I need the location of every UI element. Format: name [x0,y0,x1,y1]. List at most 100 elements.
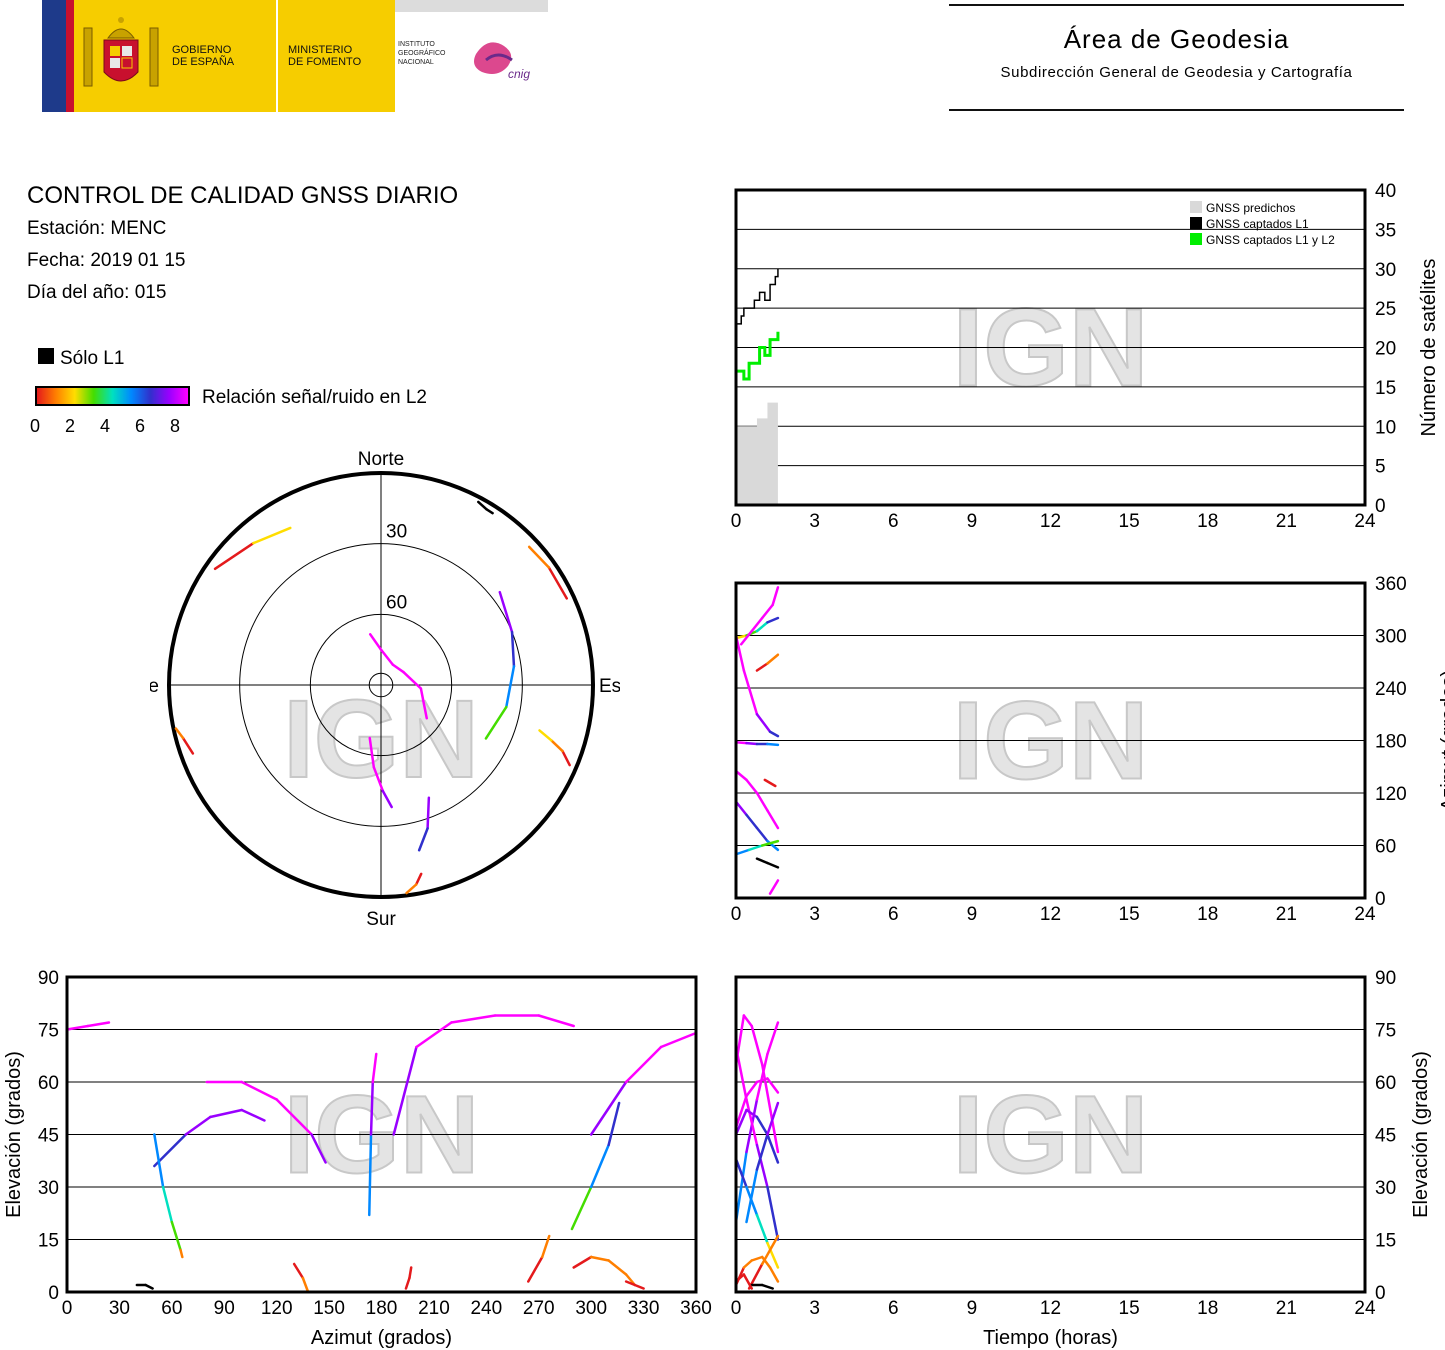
y-tick-label: 75 [1375,1021,1396,1042]
track-segment [766,1077,780,1094]
x-tick-label: 9 [967,1298,978,1319]
y-tick-label: 15 [1375,1231,1396,1252]
track-segment [745,1168,759,1224]
x-tick-label: 300 [575,1298,607,1319]
horizon-circle [167,471,595,899]
track-segment [589,1255,610,1262]
skyplot-track-segment [485,508,494,515]
track-segment [760,1234,780,1266]
y-axis-label: Número de satélites [1418,259,1440,437]
track-segment [766,861,780,869]
legend-swatch [1190,217,1202,229]
x-tick-label: 12 [1040,511,1061,532]
track-segment [734,848,751,856]
skyplot-track-segment [527,545,551,569]
track-segment [369,1080,375,1136]
institute-label: INSTITUTO GEOGRÁFICO NACIONAL [398,40,445,67]
track-segment [745,813,759,830]
snr-legend-label: Relación señal/ruido en L2 [202,387,427,408]
x-tick-label: 15 [1119,511,1140,532]
track-segment [408,1266,413,1280]
track-segment [750,1255,764,1262]
north-label: Norte [358,449,404,470]
skyplot-track-segment [510,630,516,668]
track-segment [750,616,764,633]
east-label: Este [599,676,620,697]
track-segment [570,1185,593,1231]
report-title: CONTROL DE CALIDAD GNSS DIARIO [27,182,459,209]
track-segment [392,1045,418,1136]
y-tick-label: 15 [38,1231,59,1252]
y-tick-label: 0 [1375,889,1386,910]
track-segment [745,778,759,795]
snr-tick-label: 2 [65,416,76,436]
skyplot-track-segment [213,541,255,571]
track-segment [766,809,780,830]
track-segment [755,791,769,812]
track-segment [734,1150,748,1224]
track-segment [633,1283,645,1290]
x-tick-label: 12 [1040,1298,1061,1319]
x-tick-label: 120 [261,1298,293,1319]
y-tick-label: 300 [1375,627,1407,648]
x-tick-label: 60 [161,1298,182,1319]
track-segment [209,1108,243,1119]
y-axis-label: Elevación (grados) [3,1051,25,1218]
x-axis-label: Tiempo (horas) [983,1327,1118,1349]
x-tick-label: 0 [731,511,742,532]
x-tick-label: 0 [731,1298,742,1319]
track-segment [766,1133,780,1164]
legend-swatch [1190,201,1202,213]
track-segment [755,1143,769,1189]
track-segment [86,1021,111,1028]
doy-label: Día del año: 015 [27,282,167,303]
track-segment [734,1108,748,1136]
header-area: Área de Geodesia Subdirección General de… [949,0,1404,112]
track-segment [766,653,780,665]
track-segment [589,1143,610,1189]
skyplot-track-segment [402,670,423,690]
west-label: Oeste [150,676,159,697]
track-segment [742,1273,753,1290]
track-segment [179,1248,184,1259]
y-tick-label: 360 [1375,574,1407,595]
legend-label: GNSS captados L1 [1206,217,1309,231]
track-segment [368,1133,373,1217]
l1l2-count-line [736,331,780,381]
track-segment [739,629,753,646]
track-segment [742,1014,753,1028]
track-segment [144,1283,154,1290]
track-segment [607,1101,621,1147]
track-segment [755,1115,769,1136]
track-segment [760,1255,772,1269]
x-tick-label: 24 [1354,511,1376,532]
ring-label-60: 60 [386,592,407,613]
track-segment [755,1052,769,1101]
institute-line2: GEOGRÁFICO [398,50,446,57]
track-segment [184,1115,212,1136]
track-segment [771,586,780,607]
y-tick-label: 30 [1375,260,1396,281]
track-segment [768,1266,780,1283]
x-tick-label: 0 [62,1298,73,1319]
x-tick-label: 330 [628,1298,660,1319]
y-tick-label: 60 [1375,837,1396,858]
l1-only-swatch [38,348,54,364]
track-segment [755,857,769,865]
track-segment [766,1241,780,1269]
track-segment [415,1021,453,1049]
x-tick-label: 90 [214,1298,235,1319]
snr-tick-label: 8 [170,416,181,436]
x-tick-label: 3 [809,904,820,925]
x-tick-label: 24 [1354,904,1376,925]
track-segment [755,713,772,733]
track-segment [760,839,780,847]
ministry-line2: DE FOMENTO [288,56,362,68]
track-segment [540,1234,551,1259]
y-tick-label: 90 [1375,968,1396,989]
x-tick-label: 21 [1276,511,1297,532]
skyplot-track-segment [174,727,185,740]
